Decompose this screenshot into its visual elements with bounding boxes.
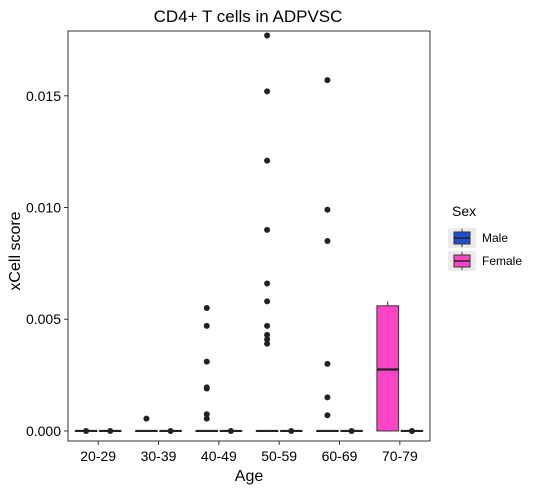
x-tick-label: 30-39 [141, 448, 177, 464]
box-female-70-79 [400, 427, 424, 434]
box-male-20-29 [74, 427, 98, 434]
box-female-60-69 [340, 427, 363, 434]
x-tick-label: 20-29 [80, 448, 116, 464]
y-tick-label: 0.015 [26, 88, 61, 104]
outlier-point [203, 358, 210, 365]
outlier-point [324, 394, 331, 401]
legend-item-male: Male [448, 228, 508, 248]
box-female-50-59 [279, 427, 303, 434]
outlier-point [324, 206, 331, 213]
outlier-point [324, 412, 331, 419]
outlier-point [324, 238, 331, 245]
box-female-20-29 [98, 427, 122, 434]
outlier-point [264, 157, 271, 164]
outlier-point [288, 427, 295, 434]
outlier-point [107, 427, 114, 434]
legend-title: Sex [452, 203, 476, 219]
legend-entries: Male Female [448, 228, 522, 271]
outlier-point [203, 305, 210, 312]
x-tick-label: 60-69 [322, 448, 358, 464]
outlier-point [264, 331, 271, 338]
y-axis-label: xCell score [7, 211, 24, 290]
outlier-point [227, 427, 234, 434]
outlier-point [203, 415, 210, 422]
box-female-70-79 [376, 301, 400, 432]
box-male-40-49 [195, 305, 219, 433]
chart-axes: 0.000 0.005 0.010 0.015 20-29 30-39 40-49 50-59… [26, 88, 418, 464]
box-male-60-69 [316, 77, 339, 433]
y-tick-label: 0.000 [26, 423, 61, 439]
x-axis-label: Age [235, 468, 264, 485]
y-tick-label: 0.005 [26, 311, 61, 327]
outlier-point [348, 427, 355, 434]
box-female-40-49 [219, 427, 243, 434]
outlier-point [264, 340, 271, 347]
box-female-30-39 [159, 427, 182, 434]
plot-panel [67, 30, 431, 442]
box-body [376, 305, 400, 432]
outlier-point [83, 427, 90, 434]
outlier-point [408, 427, 415, 434]
chart-marks [74, 32, 424, 434]
outlier-point [264, 88, 271, 95]
legend-label: Male [482, 231, 508, 245]
outlier-point [203, 411, 210, 418]
outlier-point [203, 384, 210, 391]
outlier-point [203, 322, 210, 329]
y-tick-label: 0.010 [26, 200, 61, 216]
outlier-point [264, 226, 271, 233]
x-tick-label: 70-79 [382, 448, 418, 464]
outlier-point [264, 322, 271, 329]
outlier-point [264, 336, 271, 343]
outlier-point [264, 280, 271, 287]
outlier-point [167, 427, 174, 434]
x-tick-label: 50-59 [261, 448, 297, 464]
box-male-30-39 [135, 415, 158, 433]
outlier-point [324, 77, 331, 84]
outlier-point [264, 32, 271, 39]
outlier-point [143, 415, 150, 422]
legend: Sex Male Female [448, 203, 522, 271]
outlier-point [264, 298, 271, 305]
legend-item-female: Female [448, 251, 522, 271]
x-tick-label: 40-49 [201, 448, 237, 464]
box-male-50-59 [255, 32, 279, 433]
outlier-point [324, 360, 331, 367]
chart-title: CD4+ T cells in ADPVSC [154, 7, 343, 26]
legend-label: Female [482, 254, 522, 268]
